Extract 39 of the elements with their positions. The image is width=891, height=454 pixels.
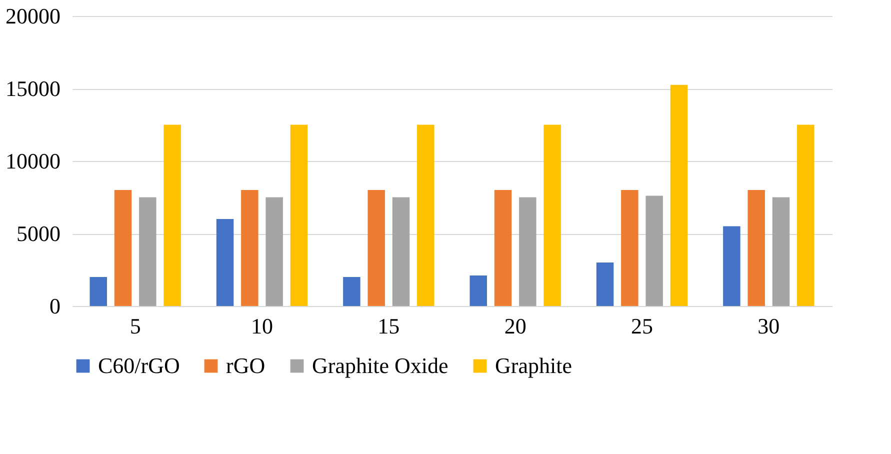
legend-label: Graphite Oxide bbox=[312, 353, 448, 378]
bar bbox=[139, 197, 156, 306]
bar bbox=[368, 190, 385, 306]
legend-label: rGO bbox=[226, 353, 266, 378]
bar bbox=[417, 124, 434, 306]
bar bbox=[494, 190, 512, 306]
bar bbox=[90, 277, 107, 306]
y-tick-label: 0 bbox=[50, 294, 60, 318]
x-tick-label: 5 bbox=[130, 314, 141, 338]
x-tick-label: 25 bbox=[631, 314, 653, 338]
bar bbox=[723, 226, 740, 306]
bar bbox=[290, 124, 308, 306]
bar bbox=[392, 197, 410, 306]
x-tick-label: 10 bbox=[251, 314, 273, 338]
bar bbox=[470, 276, 487, 306]
bar bbox=[343, 277, 360, 306]
bar bbox=[241, 190, 258, 306]
bar bbox=[670, 84, 688, 306]
bar bbox=[164, 124, 181, 306]
bar bbox=[544, 124, 561, 306]
x-tick-label: 15 bbox=[378, 314, 400, 338]
bar bbox=[748, 190, 765, 306]
y-tick-label: 5000 bbox=[16, 221, 60, 246]
x-tick-label: 30 bbox=[758, 314, 780, 338]
bar bbox=[797, 124, 814, 306]
legend-label: C60/rGO bbox=[98, 353, 180, 378]
bar bbox=[772, 197, 790, 306]
bar bbox=[621, 190, 638, 306]
bar bbox=[216, 219, 234, 306]
y-tick-label: 20000 bbox=[6, 4, 60, 28]
bar bbox=[646, 196, 663, 306]
bar bbox=[519, 197, 536, 306]
bar bbox=[114, 190, 132, 306]
y-tick-label: 15000 bbox=[6, 76, 60, 101]
y-tick-label: 10000 bbox=[6, 148, 60, 174]
legend-label: Graphite bbox=[495, 353, 572, 378]
x-tick-label: 20 bbox=[504, 314, 526, 338]
bar bbox=[266, 197, 283, 306]
bar bbox=[596, 262, 614, 306]
